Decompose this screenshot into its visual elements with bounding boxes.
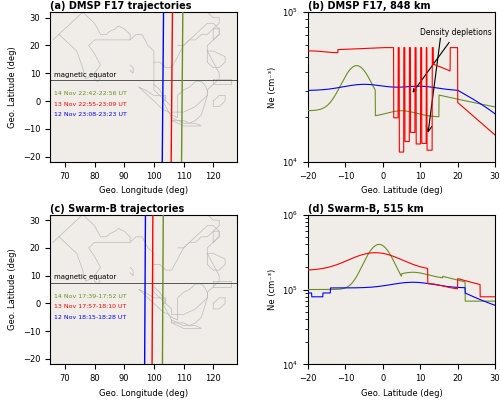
Text: 12 Nov 23:08-23:23 UT: 12 Nov 23:08-23:23 UT [54,112,128,117]
Text: 12 Nov 18:15-18:28 UT: 12 Nov 18:15-18:28 UT [54,315,127,320]
Text: (a) DMSP F17 trajectories: (a) DMSP F17 trajectories [50,1,192,11]
Text: (b) DMSP F17, 848 km: (b) DMSP F17, 848 km [308,1,430,11]
Text: 14 Nov 22:42-22:56 UT: 14 Nov 22:42-22:56 UT [54,91,128,96]
Text: 14 Nov 17:39-17:52 UT: 14 Nov 17:39-17:52 UT [54,294,127,298]
X-axis label: Geo. Latitude (deg): Geo. Latitude (deg) [360,186,442,195]
Text: magnetic equator: magnetic equator [54,72,116,78]
X-axis label: Geo. Latitude (deg): Geo. Latitude (deg) [360,389,442,398]
Text: Density depletions: Density depletions [413,28,492,92]
Y-axis label: Geo. Latitude (deg): Geo. Latitude (deg) [8,46,17,128]
Text: 13 Nov 22:55-23:09 UT: 13 Nov 22:55-23:09 UT [54,102,127,107]
Text: 13 Nov 17:57-18:10 UT: 13 Nov 17:57-18:10 UT [54,304,127,309]
Y-axis label: Ne (cm⁻³): Ne (cm⁻³) [268,269,276,310]
X-axis label: Geo. Longitude (deg): Geo. Longitude (deg) [99,389,188,398]
Y-axis label: Geo. Latitude (deg): Geo. Latitude (deg) [8,249,17,330]
Text: magnetic equator: magnetic equator [54,274,116,280]
Text: (d) Swarm-B, 515 km: (d) Swarm-B, 515 km [308,204,424,214]
X-axis label: Geo. Longitude (deg): Geo. Longitude (deg) [99,186,188,195]
Y-axis label: Ne (cm⁻³): Ne (cm⁻³) [268,66,276,108]
Text: (c) Swarm-B trajectories: (c) Swarm-B trajectories [50,204,184,214]
